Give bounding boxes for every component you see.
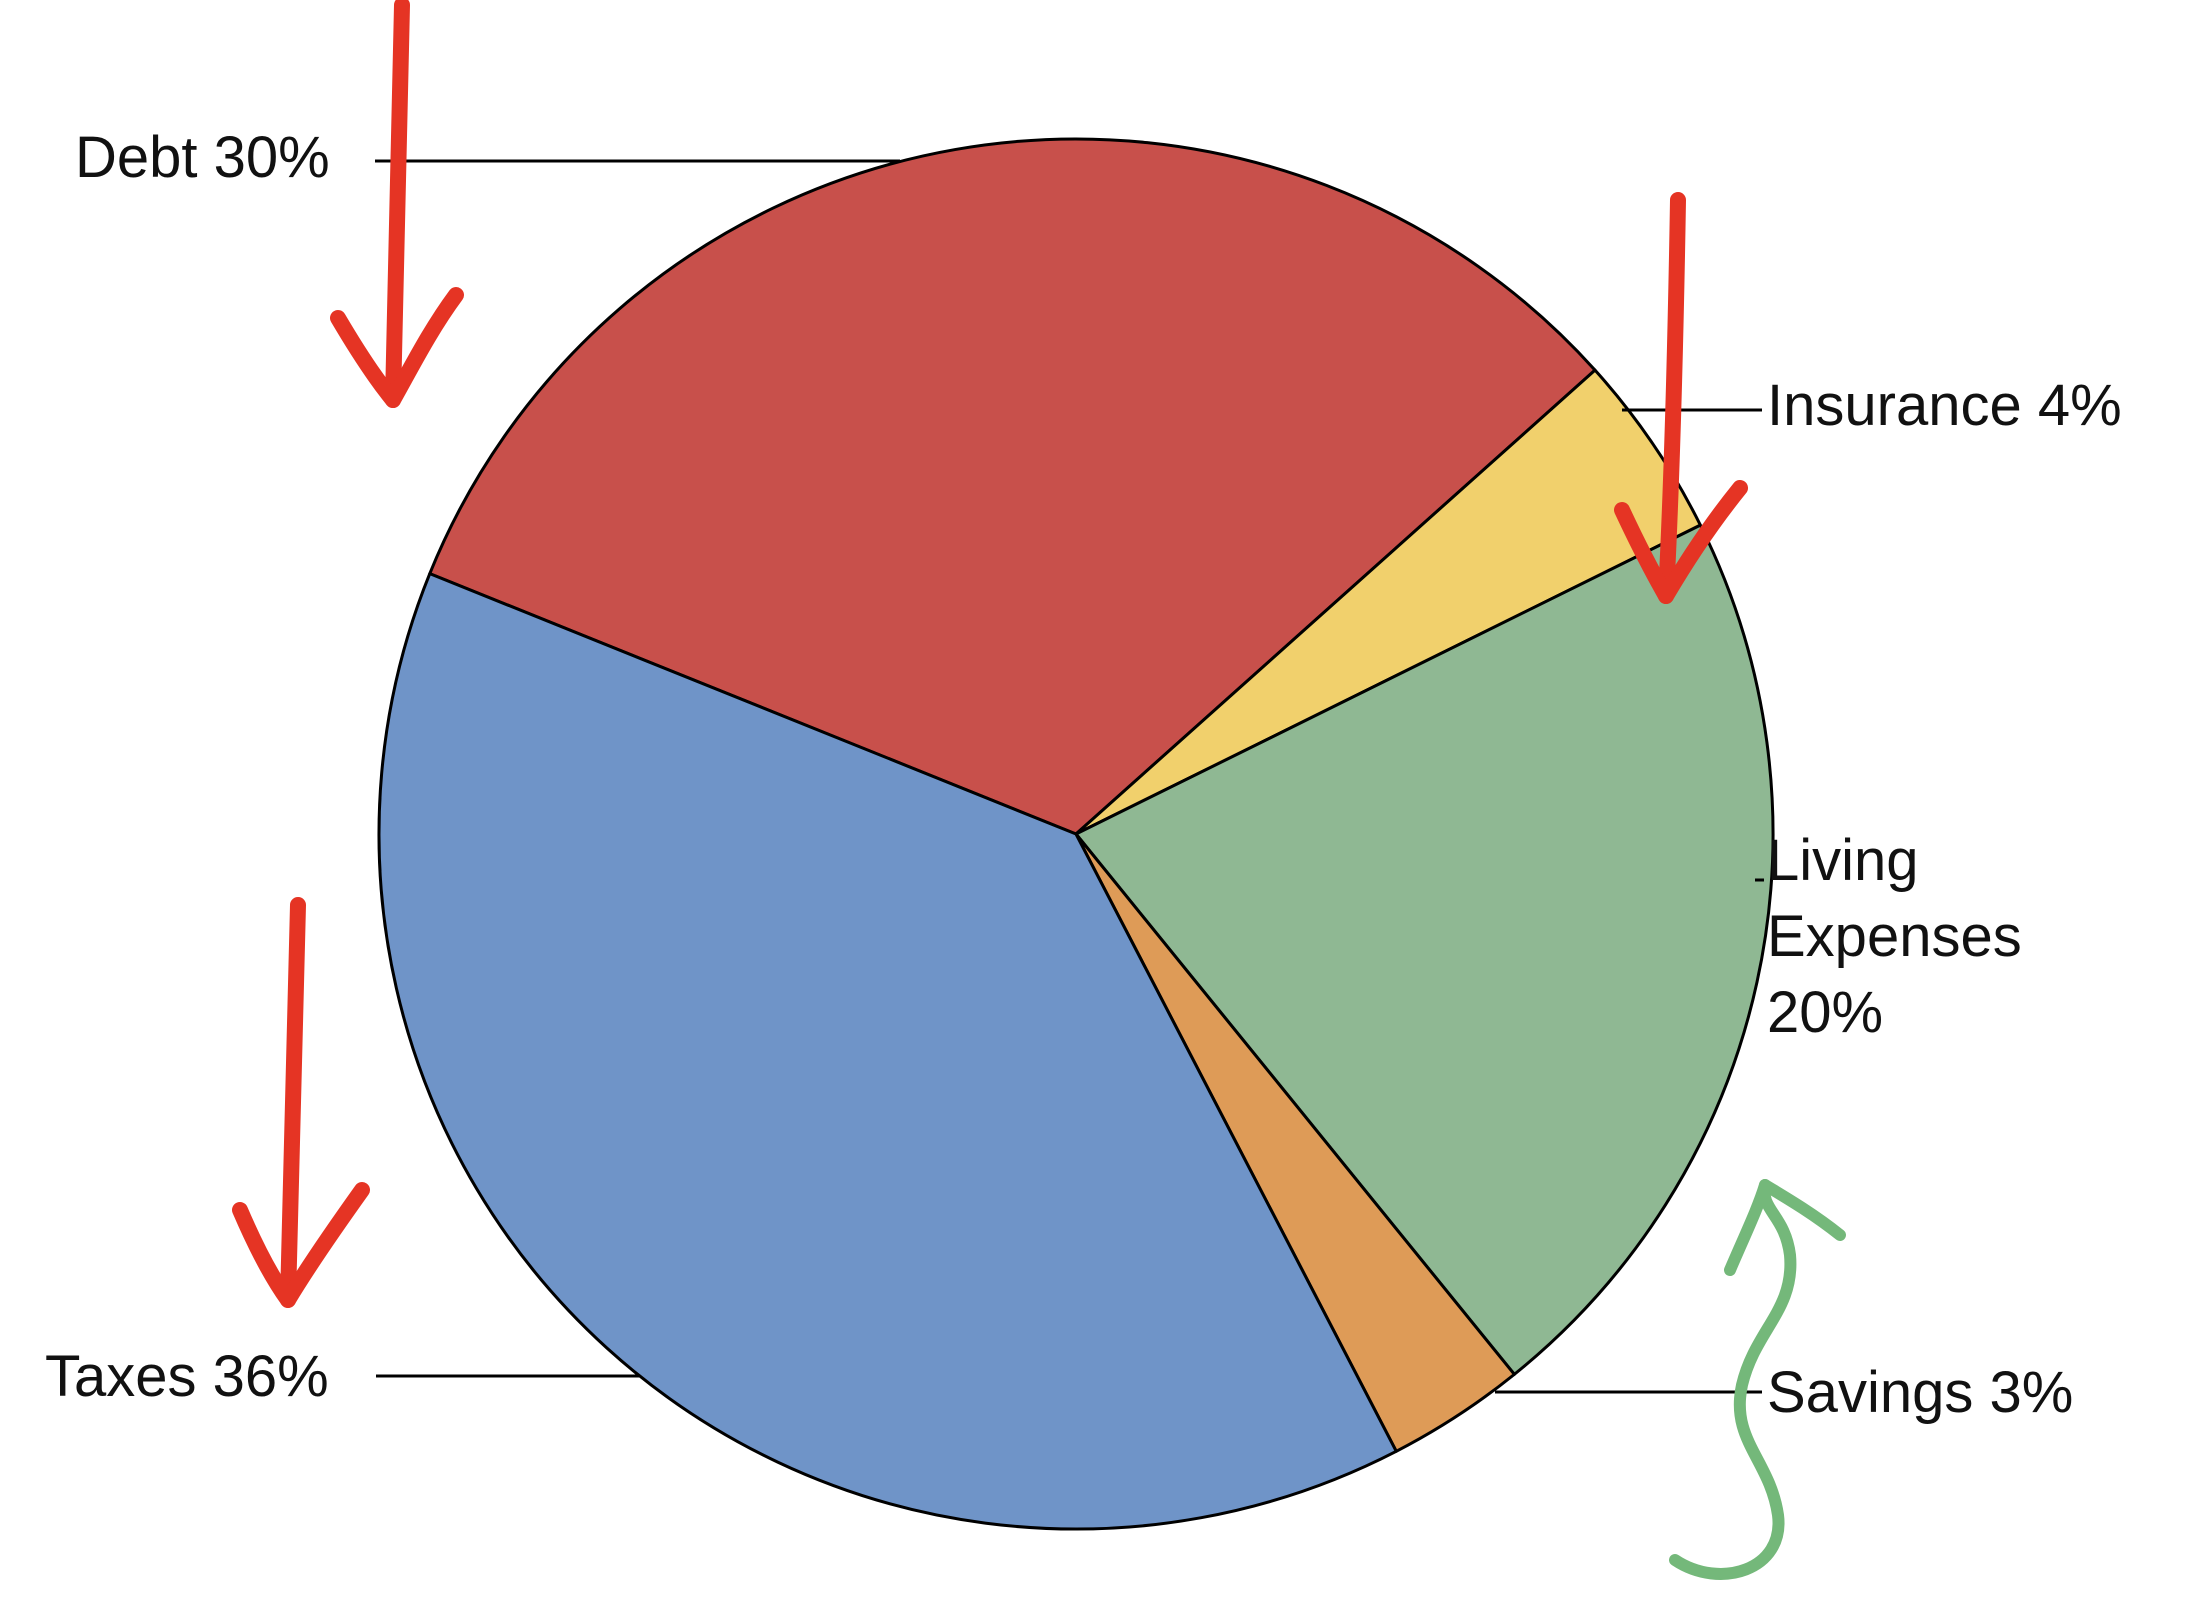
red-arrow-taxes-shaft	[280, 897, 306, 1308]
slice-labels: Debt 30% Insurance 4% Living Expenses 20% Sav…	[45, 125, 2122, 1425]
pie-slice-insurance	[1074, 368, 1702, 836]
slice-label-line: 20%	[1767, 980, 1883, 1045]
pie-slice-living-expenses	[1074, 523, 1775, 1376]
red-arrow-debt-shaft	[385, 0, 410, 408]
red-arrow-insurance-head	[1614, 480, 1748, 604]
slice-label-line: Debt 30%	[75, 125, 330, 190]
hand-drawn-annotations	[232, 0, 1846, 1580]
pie-slices	[377, 137, 1775, 1531]
leader-lines	[375, 159, 1764, 1394]
red-arrow-insurance-shaft	[1658, 192, 1686, 604]
slice-label-savings: Savings 3%	[1767, 1360, 2073, 1425]
red-arrow-debt-head	[330, 287, 464, 408]
slice-label-taxes: Taxes 36%	[45, 1344, 329, 1409]
slice-label-line: Savings 3%	[1767, 1360, 2073, 1425]
red-arrow-taxes-head	[232, 1182, 370, 1308]
pie-slice-debt	[428, 137, 1597, 836]
slice-label-line: Taxes 36%	[45, 1344, 329, 1409]
green-squiggle-arrow-shaft	[1669, 1179, 1797, 1580]
slice-label-line: Living	[1767, 828, 1919, 893]
slice-label-line: Expenses	[1767, 904, 2022, 969]
slice-label-line: Insurance 4%	[1767, 373, 2122, 438]
slice-label-debt: Debt 30%	[75, 125, 330, 190]
slice-label-living-expenses: Living Expenses 20%	[1767, 828, 2022, 1045]
green-squiggle-arrow-head	[1724, 1179, 1846, 1276]
pie-slice-taxes	[377, 572, 1398, 1531]
slice-label-insurance: Insurance 4%	[1767, 373, 2122, 438]
